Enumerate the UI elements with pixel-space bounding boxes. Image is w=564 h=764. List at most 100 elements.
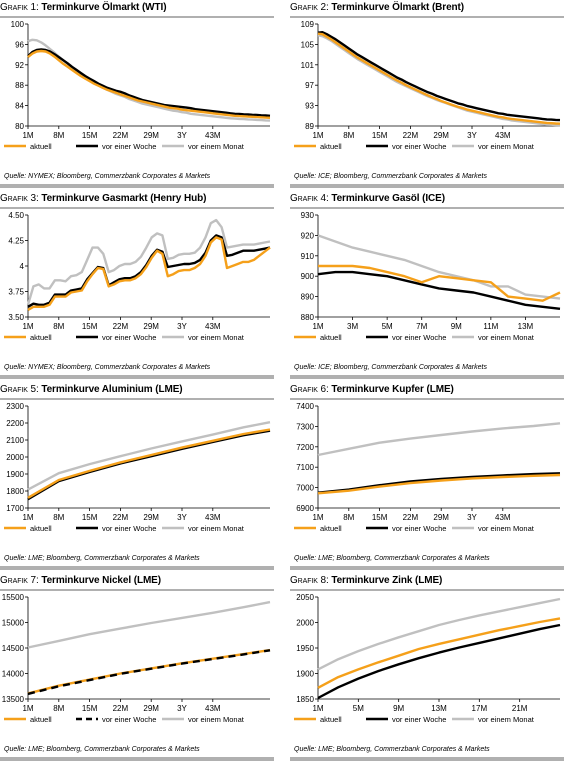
- top-rule: [0, 589, 274, 591]
- chart-svg: 1850 1900 1950 2000 2050 1M 5M 9M 13M 17M 21M aktue…: [294, 593, 561, 724]
- chart-panel-6: Grafik 6: Terminkurve Kupfer (LME) 6900 7…: [290, 384, 564, 570]
- legend-label: vor einem Monat: [188, 333, 245, 342]
- legend-label: vor einem Monat: [478, 524, 535, 533]
- y-tick-label: 1900: [6, 470, 24, 479]
- title-number: 1:: [30, 2, 39, 13]
- x-tick-label: 8M: [343, 513, 354, 522]
- x-tick-label: 21M: [512, 704, 528, 713]
- legend-label: vor einem Monat: [188, 142, 245, 151]
- title-text: Terminkurve Nickel (LME): [41, 575, 161, 586]
- y-tick-label: 920: [301, 231, 315, 240]
- x-tick-label: 3Y: [467, 131, 477, 140]
- series-line-1: [317, 30, 561, 122]
- title-prefix: Grafik: [0, 2, 28, 13]
- series-line-0: [27, 49, 271, 119]
- title-text: Terminkurve Kupfer (LME): [331, 384, 454, 395]
- y-tick-label: 1900: [296, 670, 314, 679]
- chart-svg: 880 890 900 910 920 930 1M 3M 5M 7M 9M 11M 13M aktuel…: [294, 211, 561, 342]
- title-text: Terminkurve Ölmarkt (WTI): [41, 2, 167, 13]
- chart-title: Grafik 8: Terminkurve Zink (LME): [290, 575, 442, 586]
- bottom-rule: [290, 375, 564, 379]
- legend-label: aktuell: [30, 715, 52, 724]
- x-tick-label: 13M: [431, 704, 447, 713]
- x-tick-label: 15M: [82, 704, 98, 713]
- legend-label: aktuell: [320, 524, 342, 533]
- x-tick-label: 8M: [53, 322, 64, 331]
- y-tick-label: 4.25: [8, 237, 24, 246]
- series-line-1: [27, 429, 271, 501]
- x-tick-label: 22M: [113, 131, 129, 140]
- title-number: 5:: [30, 384, 39, 395]
- x-tick-label: 15M: [372, 513, 388, 522]
- title-number: 6:: [320, 384, 329, 395]
- y-tick-label: 15500: [2, 593, 25, 602]
- y-tick-label: 2100: [6, 436, 24, 445]
- y-tick-label: 14000: [2, 670, 25, 679]
- y-tick-label: 2300: [6, 402, 24, 411]
- series-line-2: [317, 422, 561, 457]
- legend-label: vor einer Woche: [102, 333, 156, 342]
- legend-label: vor einem Monat: [478, 333, 535, 342]
- y-tick-label: 1700: [6, 504, 24, 513]
- title-text: Terminkurve Zink (LME): [331, 575, 443, 586]
- y-tick-label: 3.75: [8, 288, 24, 297]
- bottom-rule: [0, 375, 274, 379]
- series-line-1: [27, 48, 271, 117]
- y-tick-label: 105: [301, 40, 315, 49]
- x-tick-label: 3Y: [177, 704, 187, 713]
- series-line-0: [27, 236, 271, 311]
- top-rule: [0, 16, 274, 18]
- x-tick-label: 29M: [433, 513, 449, 522]
- chart-title: Grafik 6: Terminkurve Kupfer (LME): [290, 384, 454, 395]
- bottom-rule: [0, 757, 274, 761]
- x-tick-label: 22M: [113, 704, 129, 713]
- x-tick-label: 43M: [205, 513, 221, 522]
- x-tick-label: 29M: [143, 131, 159, 140]
- legend-label: aktuell: [30, 333, 52, 342]
- x-tick-label: 43M: [205, 704, 221, 713]
- legend-label: vor einer Woche: [392, 524, 446, 533]
- source-note: Quelle: LME; Bloomberg, Commerzbank Corp…: [4, 746, 200, 753]
- x-tick-label: 1M: [22, 513, 33, 522]
- y-tick-label: 84: [15, 102, 24, 111]
- legend-label: vor einer Woche: [102, 142, 156, 151]
- legend-label: vor einer Woche: [392, 333, 446, 342]
- chart-panel-7: Grafik 7: Terminkurve Nickel (LME) 13500…: [0, 575, 274, 761]
- series-line-0: [317, 473, 561, 495]
- x-tick-label: 1M: [22, 131, 33, 140]
- y-tick-label: 6900: [296, 504, 314, 513]
- x-tick-label: 43M: [495, 513, 511, 522]
- x-tick-label: 3Y: [177, 322, 187, 331]
- y-tick-label: 4: [20, 262, 25, 271]
- chart-panel-5: Grafik 5: Terminkurve Aluminium (LME) 17…: [0, 384, 274, 570]
- x-tick-label: 3Y: [177, 131, 187, 140]
- y-tick-label: 7100: [296, 463, 314, 472]
- series-line-2: [317, 34, 561, 127]
- y-tick-label: 2200: [6, 419, 24, 428]
- chart-title: Grafik 1: Terminkurve Ölmarkt (WTI): [0, 2, 167, 13]
- x-tick-label: 29M: [143, 513, 159, 522]
- chart-panel-3: Grafik 3: Terminkurve Gasmarkt (Henry Hu…: [0, 193, 274, 379]
- x-tick-label: 15M: [82, 513, 98, 522]
- x-tick-label: 22M: [403, 513, 419, 522]
- x-tick-label: 1M: [312, 131, 323, 140]
- title-number: 3:: [30, 193, 39, 204]
- title-text: Terminkurve Gasöl (ICE): [331, 193, 445, 204]
- x-tick-label: 3Y: [177, 513, 187, 522]
- x-tick-label: 1M: [312, 704, 323, 713]
- x-tick-label: 11M: [483, 322, 498, 331]
- y-tick-label: 4.50: [8, 211, 24, 220]
- x-tick-label: 13M: [518, 322, 534, 331]
- chart-svg: 3.50 3.75 4 4.25 4.50 1M 8M 15M 22M 29M 3Y 43M aktue…: [4, 211, 271, 342]
- x-tick-label: 1M: [22, 322, 33, 331]
- y-tick-label: 89: [305, 122, 314, 131]
- x-tick-label: 5M: [382, 322, 393, 331]
- x-tick-label: 43M: [495, 131, 511, 140]
- y-tick-label: 910: [301, 252, 315, 261]
- legend-label: aktuell: [30, 524, 52, 533]
- series-line-2: [27, 38, 271, 122]
- series-line-2: [317, 234, 561, 300]
- y-tick-label: 900: [301, 272, 315, 281]
- source-note: Quelle: ICE; Bloomberg, Commerzbank Corp…: [294, 364, 487, 371]
- y-tick-label: 15000: [2, 619, 25, 628]
